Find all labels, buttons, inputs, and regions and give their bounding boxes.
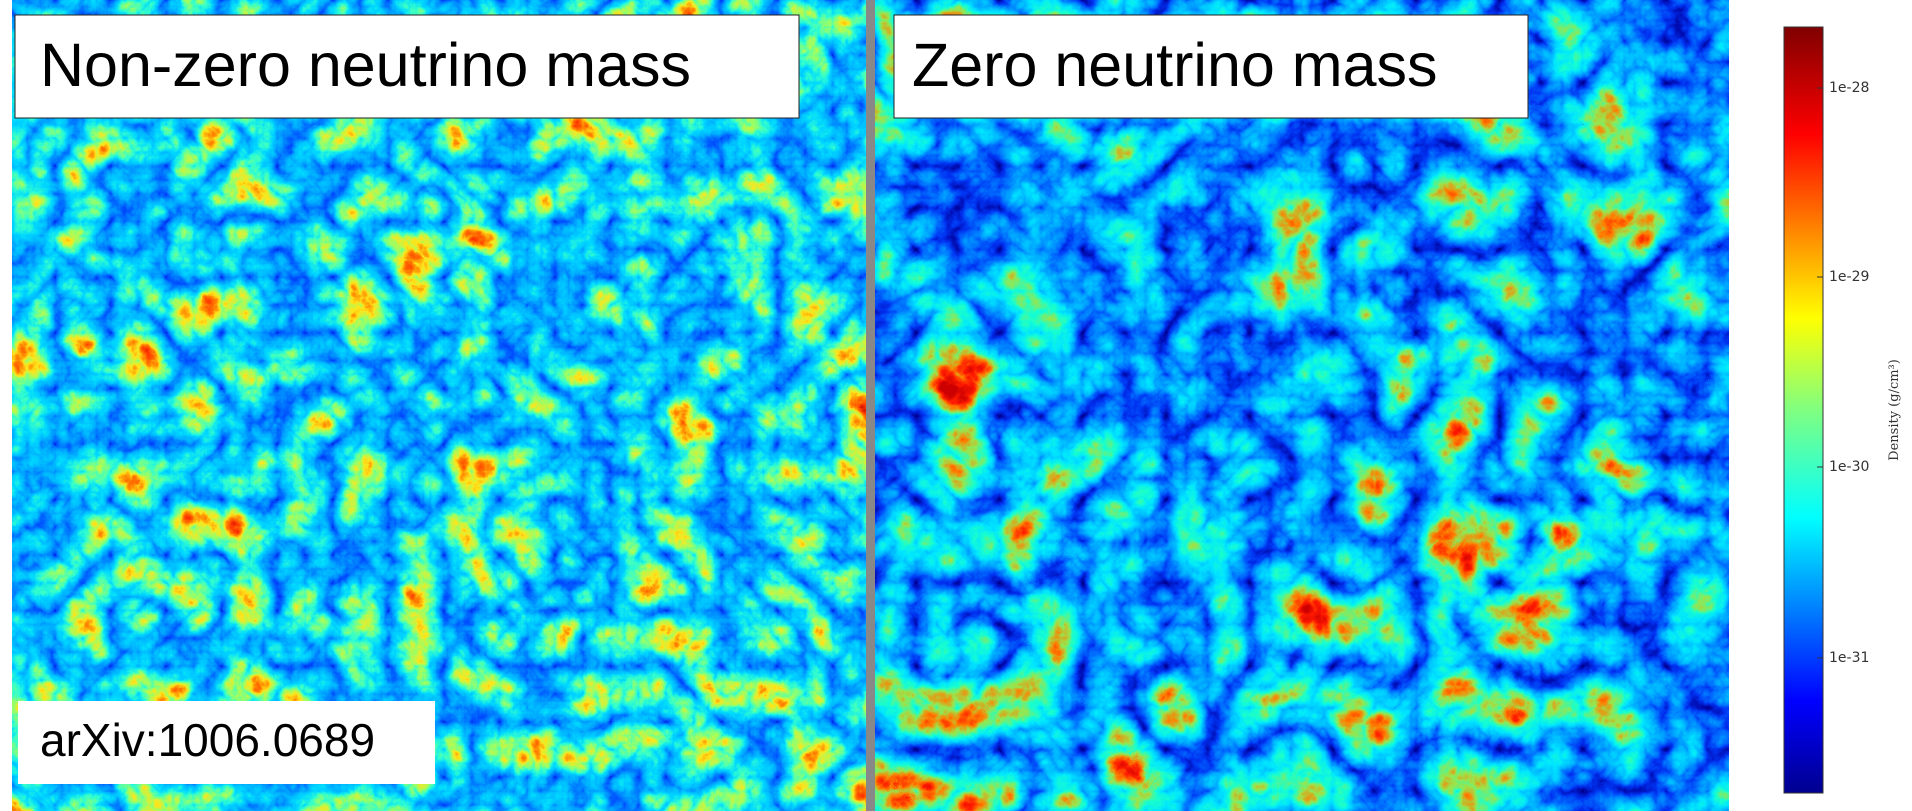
figure: Non-zero neutrino mass Zero neutrino mas… [0,0,1912,811]
panel-label: Zero neutrino mass [912,31,1438,99]
density-map-massive [12,0,866,811]
tick-label: 1e-31 [1829,650,1869,666]
tick-label: 1e-28 [1829,80,1869,96]
colorbar [1784,27,1823,793]
panel-divider [866,0,875,811]
tick-label: 1e-30 [1829,459,1869,475]
panel-label: Non-zero neutrino mass [40,31,691,99]
colorbar-ticks: 1e-28 1e-29 1e-30 1e-31 [1817,80,1869,666]
citation: arXiv:1006.0689 [40,714,375,766]
colorbar-label: Density (g/cm³) [1887,359,1902,461]
density-map-massless [875,0,1729,811]
tick-label: 1e-29 [1829,269,1869,285]
